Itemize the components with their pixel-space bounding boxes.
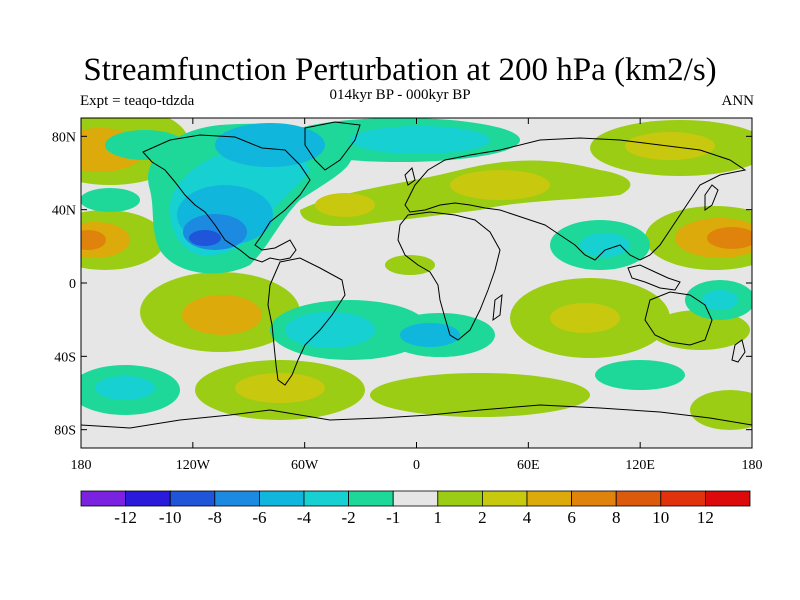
lon-tick-label: 180 bbox=[71, 458, 92, 473]
chart-subtitle: 014kyr BP - 000kyr BP bbox=[329, 87, 471, 103]
colorbar-label: 1 bbox=[434, 508, 443, 527]
neg-region bbox=[595, 360, 685, 390]
colorbar: -12 -10 -8 -6 -4 -2 -1 1 2 4 6 8 10 12 bbox=[80, 490, 751, 527]
map-axes: 80N 40N 0 40S 80S 180 120W 60W 0 60E 120E 180 bbox=[52, 118, 763, 473]
neg-region bbox=[81, 188, 140, 212]
coast-africa bbox=[397, 211, 501, 341]
pos-region bbox=[81, 230, 106, 250]
colorbar-label: -10 bbox=[159, 508, 182, 527]
pos-region bbox=[235, 373, 325, 403]
coast-eurasia bbox=[404, 137, 747, 261]
contour-field bbox=[81, 118, 752, 448]
lon-tick-label: 60W bbox=[291, 458, 319, 473]
pos-region bbox=[690, 390, 752, 430]
lon-tick-label: 120W bbox=[176, 458, 211, 473]
colorbar-label: 6 bbox=[567, 508, 576, 527]
colorbar-swatch bbox=[169, 490, 216, 507]
neg-region bbox=[105, 130, 185, 160]
lon-tick-label: 120E bbox=[625, 458, 655, 473]
neg-region bbox=[285, 312, 375, 348]
colorbar-swatch bbox=[214, 490, 260, 507]
neg-region bbox=[95, 376, 155, 400]
colorbar-swatch bbox=[437, 490, 483, 507]
neg-region bbox=[580, 233, 630, 257]
colorbar-label: -1 bbox=[386, 508, 400, 527]
coast-greenland bbox=[304, 121, 361, 171]
season-label: ANN bbox=[721, 93, 755, 109]
coast-south-america bbox=[267, 257, 346, 386]
colorbar-swatch bbox=[392, 490, 439, 507]
coast-japan bbox=[704, 184, 719, 211]
colorbar-label: 4 bbox=[523, 508, 532, 527]
colorbar-swatch bbox=[571, 490, 617, 507]
pos-region bbox=[370, 373, 590, 417]
colorbar-swatch bbox=[615, 490, 662, 507]
colorbar-label: -6 bbox=[252, 508, 266, 527]
coast-new-zealand bbox=[731, 339, 746, 363]
coast-north-america bbox=[142, 134, 311, 263]
lon-tick-label: 60E bbox=[517, 458, 540, 473]
pos-region bbox=[182, 295, 262, 335]
coast-se-asia-islands bbox=[627, 264, 681, 291]
lon-tick-label: 0 bbox=[413, 458, 420, 473]
pos-region bbox=[315, 193, 375, 217]
pos-region bbox=[385, 255, 435, 275]
colorbar-label: -2 bbox=[342, 508, 356, 527]
lat-tick-label: 80N bbox=[52, 130, 76, 145]
experiment-label: Expt = teaqo-tdzda bbox=[80, 93, 195, 109]
neg-region bbox=[350, 126, 490, 154]
colorbar-swatch bbox=[303, 490, 349, 507]
coast-australia bbox=[644, 291, 713, 346]
lat-tick-label: 0 bbox=[69, 277, 76, 292]
colorbar-label: 2 bbox=[478, 508, 487, 527]
colorbar-label: 12 bbox=[697, 508, 714, 527]
neg-region bbox=[189, 230, 221, 246]
lat-tick-label: 80S bbox=[54, 424, 76, 439]
coast-antarctica bbox=[81, 404, 752, 429]
colorbar-label: 10 bbox=[652, 508, 669, 527]
neg-region bbox=[702, 290, 738, 310]
colorbar-swatch bbox=[526, 490, 572, 507]
chart-title: Streamfunction Perturbation at 200 hPa (… bbox=[83, 52, 717, 88]
pos-region bbox=[550, 303, 620, 333]
colorbar-swatch bbox=[481, 490, 528, 507]
colorbar-label: -8 bbox=[208, 508, 222, 527]
pos-region bbox=[707, 227, 752, 249]
coastlines bbox=[81, 121, 752, 429]
colorbar-swatch bbox=[80, 490, 126, 507]
lat-tick-label: 40N bbox=[52, 204, 76, 219]
colorbar-label: 8 bbox=[612, 508, 621, 527]
colorbar-swatch bbox=[348, 490, 394, 507]
coast-uk bbox=[404, 167, 416, 186]
lat-tick-label: 40S bbox=[54, 350, 76, 365]
neg-region bbox=[400, 323, 460, 347]
pos-region bbox=[650, 310, 750, 350]
negative-anomaly-regions bbox=[81, 118, 752, 415]
colorbar-label: -12 bbox=[114, 508, 137, 527]
colorbar-swatch bbox=[705, 490, 751, 507]
colorbar-swatch bbox=[258, 490, 305, 507]
coast-madagascar bbox=[492, 293, 503, 322]
colorbar-label: -4 bbox=[297, 508, 312, 527]
colorbar-swatch bbox=[660, 490, 706, 507]
pos-region bbox=[450, 170, 550, 200]
lon-tick-label: 180 bbox=[742, 458, 763, 473]
colorbar-swatch bbox=[125, 490, 171, 507]
neg-region bbox=[215, 123, 325, 167]
